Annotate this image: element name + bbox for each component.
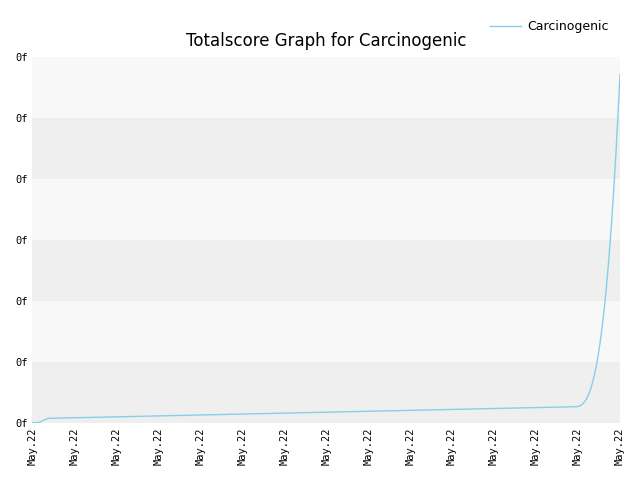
Title: Totalscore Graph for Carcinogenic: Totalscore Graph for Carcinogenic [186,32,467,50]
Carcinogenic [378,408,386,414]
Carcinogenic [616,72,624,77]
Bar [33,179,620,240]
Carcinogenic [29,420,36,425]
Line: Carcinogenic: Carcinogenic [33,74,620,422]
Carcinogenic [388,408,396,414]
Carcinogenic [524,405,531,411]
Bar [33,240,620,300]
Carcinogenic [31,420,38,425]
Bar [33,361,620,422]
Legend: Carcinogenic: Carcinogenic [484,15,614,38]
Bar [33,118,620,179]
Bar [33,300,620,361]
Carcinogenic [376,408,384,414]
Carcinogenic [561,404,569,410]
Bar [33,57,620,118]
